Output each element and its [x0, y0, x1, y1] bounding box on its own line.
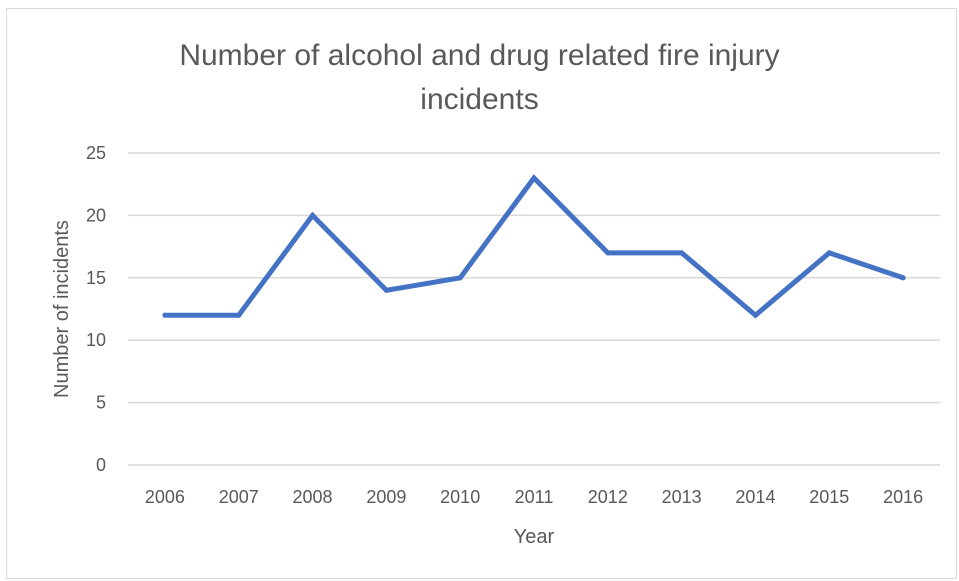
series-group: [162, 174, 906, 319]
chart-title: Number of alcohol and drug related fire …: [0, 34, 959, 122]
data-point-2015: [826, 250, 832, 256]
x-tick-label: 2016: [883, 487, 923, 507]
x-tick-label: 2010: [440, 487, 480, 507]
y-tick-labels: 0 5 10 15 20 25: [86, 143, 106, 475]
y-axis-label: Number of incidents: [51, 220, 73, 398]
y-tick-label: 15: [86, 268, 106, 288]
x-tick-label: 2014: [735, 487, 775, 507]
x-tick-label: 2009: [366, 487, 406, 507]
data-point-2011: [531, 175, 537, 181]
y-tick-label: 20: [86, 205, 106, 225]
data-point-2007: [236, 312, 242, 318]
data-point-2014: [752, 312, 758, 318]
y-tick-label: 10: [86, 330, 106, 350]
x-tick-label: 2008: [293, 487, 333, 507]
series-line: [162, 174, 906, 319]
data-point-2012: [605, 250, 611, 256]
y-tick-label: 25: [86, 143, 106, 163]
data-point-2013: [679, 250, 685, 256]
data-point-2009: [383, 287, 389, 293]
y-tick-label: 5: [96, 393, 106, 413]
x-tick-label: 2011: [515, 487, 554, 507]
x-tick-label: 2013: [662, 487, 702, 507]
x-tick-label: 2015: [809, 487, 849, 507]
x-tick-labels: 2006 2007 2008 2009 2010 2011 2012 2013 2014 2015…: [145, 487, 923, 507]
data-point-2016: [900, 275, 906, 281]
x-tick-label: 2012: [588, 487, 628, 507]
data-point-2006: [162, 312, 168, 318]
chart-frame: [6, 8, 957, 579]
y-tick-label: 0: [96, 455, 106, 475]
chart-title-line-1: Number of alcohol and drug related fire …: [179, 39, 780, 72]
gridlines: [128, 152, 940, 466]
data-point-2008: [310, 212, 316, 218]
x-axis-label: Year: [514, 526, 555, 548]
x-tick-label: 2007: [219, 487, 259, 507]
chart-title-line-2: incidents: [420, 83, 539, 116]
data-point-2010: [457, 275, 463, 281]
x-tick-label: 2006: [145, 487, 185, 507]
